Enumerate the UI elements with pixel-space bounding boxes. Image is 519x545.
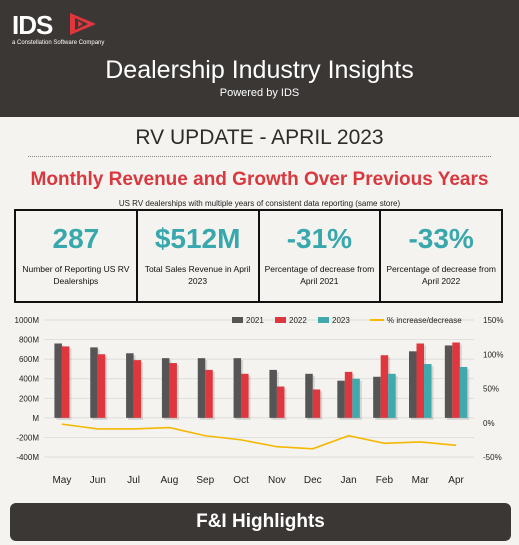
y-right-tick-label: 50% — [483, 385, 499, 394]
bar-2021 — [197, 358, 206, 418]
bar-2023 — [388, 373, 396, 418]
x-tick-label: Apr — [448, 475, 464, 486]
y-left-tick-label: 800M — [19, 336, 39, 345]
section-note: US RV dealerships with multiple years of… — [118, 199, 401, 208]
revenue-chart: 1000M 800M 600M 400M 200M M -200M -400M 150% 100%… — [0, 312, 519, 487]
legend-label: % increase/decrease — [387, 316, 462, 325]
bar-2022 — [452, 342, 460, 418]
bar-2021 — [126, 353, 134, 418]
bar-2021 — [444, 345, 453, 418]
x-tick-label: Dec — [304, 475, 322, 486]
bar-2022 — [344, 371, 353, 418]
x-tick-label: May — [52, 475, 71, 486]
x-tick-label: Sep — [196, 475, 214, 486]
y-left-tick-label: M — [32, 414, 39, 423]
logo-tagline: a Constellation Software Company — [12, 40, 105, 46]
kpi-label: Number of Reporting US RV Dealerships — [22, 264, 130, 286]
bar-2022 — [416, 343, 424, 418]
bar-2021 — [337, 380, 345, 418]
logo-triangle-icon — [70, 13, 96, 35]
bar-2023 — [352, 378, 360, 418]
bar-2021 — [305, 373, 313, 418]
x-tick-label: Oct — [233, 475, 249, 486]
kpi-revenue: $512M Total Sales Revenue in April 2023 — [138, 211, 260, 301]
legend-swatch — [232, 317, 243, 323]
kpi-label: Total Sales Revenue in April 2023 — [144, 264, 251, 286]
logo-text: IDS — [12, 10, 53, 40]
bar-2022 — [276, 386, 285, 418]
dotted-divider — [28, 156, 491, 157]
x-tick-label: Jan — [341, 475, 357, 486]
kpi-dealerships: 287 Number of Reporting US RV Dealership… — [16, 211, 138, 301]
ids-logo: IDS a Constellation Software Company — [12, 12, 104, 46]
kpi-value: $512M — [154, 223, 241, 254]
bar-2021 — [269, 369, 277, 418]
bar-2022 — [312, 389, 321, 418]
bar-2022 — [205, 369, 213, 418]
y-right-tick-label: 0% — [483, 419, 495, 428]
chart-svg: 1000M 800M 600M 400M 200M M -200M -400M 150% 100%… — [15, 316, 504, 486]
footer-title: F&I Highlights — [196, 511, 325, 532]
legend-swatch — [275, 317, 286, 323]
legend-swatch — [318, 317, 329, 323]
kpi-decrease-2022: -33% Percentage of decrease from April 2… — [381, 211, 501, 301]
y-left-tick-label: 600M — [19, 355, 39, 364]
x-tick-label: Jun — [90, 475, 106, 486]
x-tick-label: Feb — [376, 475, 394, 486]
kpi-value: -31% — [286, 223, 353, 254]
x-tick-label: Nov — [268, 475, 286, 486]
bar-2023 — [459, 366, 468, 418]
y-left-tick-label: -200M — [16, 433, 39, 442]
page-title: Dealership Industry Insights — [105, 56, 414, 84]
header: IDS a Constellation Software Company Dea… — [0, 0, 519, 117]
kpi-label: Percentage of decrease from April 2021 — [264, 264, 375, 286]
line-percent-change — [61, 423, 457, 450]
y-left-tick-label: -400M — [16, 453, 39, 462]
bar-2022 — [241, 373, 249, 418]
bar-2021 — [233, 358, 242, 418]
report-title: RV UPDATE - APRIL 2023 — [135, 126, 384, 149]
bar-2021 — [54, 343, 62, 418]
kpi-value: 287 — [52, 223, 100, 254]
y-left-tick-label: 400M — [19, 375, 39, 384]
bar-2021 — [90, 347, 98, 418]
fi-highlights-banner: F&I Highlights — [10, 503, 511, 541]
section-title: Monthly Revenue and Growth Over Previous… — [30, 169, 489, 190]
x-tick-label: Jul — [127, 475, 140, 486]
y-right-tick-label: 150% — [483, 316, 503, 325]
y-left-tick-label: 200M — [19, 394, 39, 403]
legend-label: 2022 — [289, 316, 307, 325]
bar-2022 — [97, 354, 106, 418]
bar-2022 — [133, 360, 142, 418]
bar-2022 — [61, 346, 70, 418]
kpi-decrease-2021: -31% Percentage of decrease from April 2… — [260, 211, 382, 301]
kpi-label: Percentage of decrease from April 2022 — [386, 264, 496, 286]
bar-2023 — [424, 364, 432, 418]
y-right-tick-label: -50% — [483, 453, 502, 462]
x-tick-label: Mar — [412, 475, 430, 486]
x-tick-label: Aug — [161, 475, 179, 486]
bar-2022 — [169, 363, 177, 418]
content-area: RV UPDATE - APRIL 2023 Monthly Revenue a… — [0, 117, 519, 545]
legend-label: 2023 — [332, 316, 350, 325]
kpi-panel: 287 Number of Reporting US RV Dealership… — [14, 209, 503, 303]
bar-2021 — [373, 376, 381, 418]
legend-label: 2021 — [246, 316, 264, 325]
y-right-tick-label: 100% — [483, 350, 503, 359]
bar-2021 — [161, 358, 170, 418]
page-subtitle: Powered by IDS — [219, 87, 300, 99]
kpi-value: -33% — [408, 223, 474, 254]
y-left-tick-label: 1000M — [15, 316, 40, 325]
bar-2021 — [409, 351, 417, 418]
bar-2022 — [380, 355, 389, 418]
